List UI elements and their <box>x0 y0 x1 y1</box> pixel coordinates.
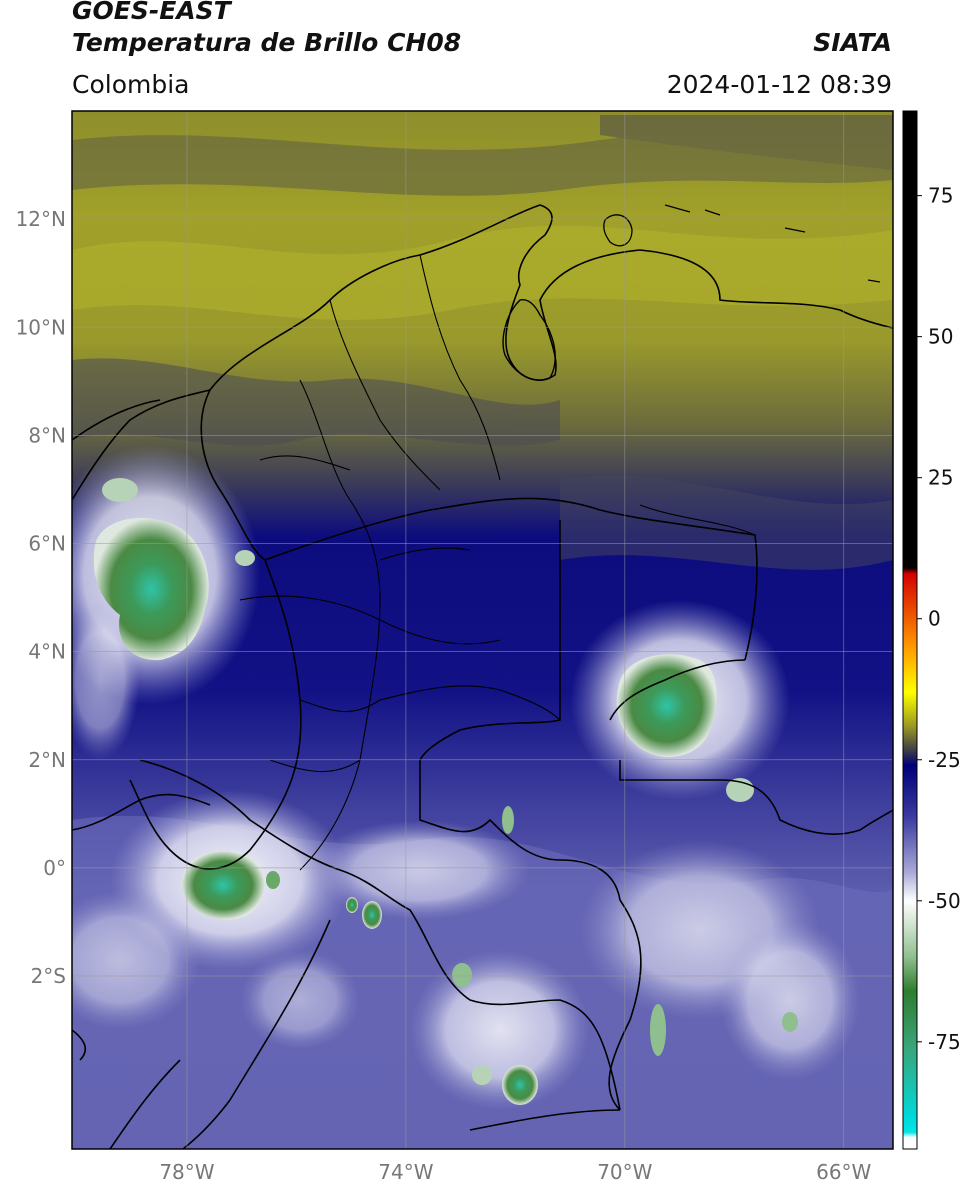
region-label: Colombia <box>72 70 190 99</box>
lon-tick-label: 74°W <box>378 1160 433 1184</box>
colorbar: 75 50 25 0 -25 -50 -75 <box>902 110 961 1150</box>
longitude-ticks: 78°W 74°W 70°W 66°W <box>159 1160 871 1184</box>
country-borders <box>72 204 893 1149</box>
lat-tick-label: 0° <box>43 856 66 880</box>
satellite-title: GOES-EAST <box>72 0 231 25</box>
lat-tick-label: 10°N <box>16 315 66 339</box>
colorbar-tick-label: 0 <box>928 607 941 631</box>
lat-tick-label: 2°N <box>28 748 66 772</box>
lon-tick-label: 70°W <box>597 1160 652 1184</box>
product-title: Temperatura de Brillo CH08 <box>72 28 462 57</box>
brand-label: SIATA <box>813 28 892 57</box>
colorbar-tick-label: 25 <box>928 466 953 490</box>
colorbar-ticks: 75 50 25 0 -25 -50 -75 <box>917 184 961 1054</box>
timestamp-label: 2024-01-12 08:39 <box>666 70 892 99</box>
colorbar-scale <box>903 111 917 1149</box>
colorbar-tick-label: -25 <box>928 748 961 772</box>
colorbar-tick-label: 75 <box>928 184 953 208</box>
lat-tick-label: 6°N <box>28 532 66 556</box>
map-panel <box>72 111 893 1149</box>
map-frame <box>71 110 894 1150</box>
colorbar-frame <box>902 110 918 1150</box>
colorbar-tick-label: -50 <box>928 889 961 913</box>
graticule <box>72 111 893 1149</box>
colorbar-tick-label: -75 <box>928 1030 961 1054</box>
lon-tick-label: 66°W <box>816 1160 871 1184</box>
colorbar-tick-label: 50 <box>928 325 953 349</box>
lat-tick-label: 8°N <box>28 423 66 447</box>
lat-tick-label: 2°S <box>31 964 66 988</box>
lon-tick-label: 78°W <box>159 1160 214 1184</box>
latitude-ticks: 12°N 10°N 8°N 6°N 4°N 2°N 0° 2°S <box>16 207 66 988</box>
lat-tick-label: 12°N <box>16 207 66 231</box>
lat-tick-label: 4°N <box>28 640 66 664</box>
